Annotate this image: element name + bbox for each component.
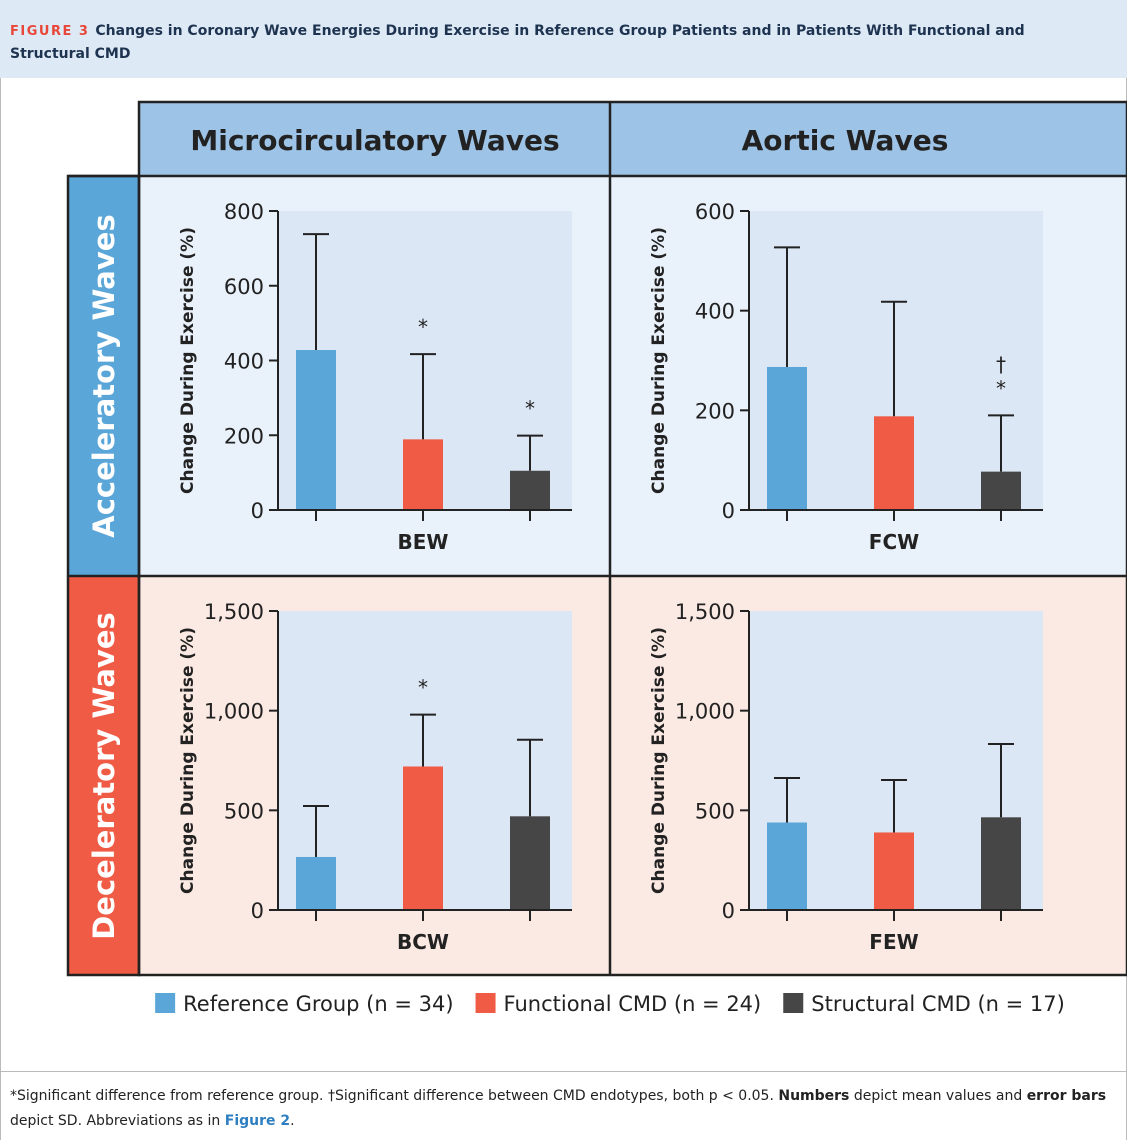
- bar: [510, 470, 550, 510]
- legend-label: Reference Group (n = 34): [183, 992, 453, 1016]
- legend-label: Functional CMD (n = 24): [504, 992, 762, 1016]
- y-axis-label: Change During Exercise (%): [649, 627, 669, 894]
- caption-text: *Significant difference from reference g…: [10, 1088, 779, 1104]
- y-tick-label: 200: [695, 399, 735, 423]
- y-tick-label: 400: [224, 350, 264, 374]
- figure-header: FIGURE 3 Changes in Coronary Wave Energie…: [0, 0, 1127, 78]
- y-tick-label: 1,000: [675, 700, 735, 724]
- significance-marker: *: [418, 315, 428, 339]
- significance-marker: *: [418, 676, 428, 700]
- bar: [981, 471, 1021, 510]
- y-tick-label: 200: [224, 424, 264, 448]
- figure-title: Changes in Coronary Wave Energies During…: [10, 23, 1025, 62]
- row-header: Deceleratory Waves: [87, 612, 121, 940]
- bar: [403, 766, 443, 910]
- y-tick-label: 500: [224, 799, 264, 823]
- caption-text: .: [290, 1113, 295, 1129]
- significance-marker: *: [525, 397, 535, 421]
- caption-text: Numbers: [778, 1088, 850, 1104]
- figure-link[interactable]: Figure 2: [224, 1113, 291, 1129]
- chart: 0 500 1,000 1,500 Change During Exercise (%)…: [178, 600, 572, 954]
- x-axis-label: FEW: [869, 930, 918, 954]
- bar: [296, 350, 336, 510]
- caption-text: depict SD. Abbreviations as in: [10, 1113, 225, 1129]
- caption: *Significant difference from reference g…: [10, 1084, 1110, 1134]
- y-tick-label: 600: [695, 200, 735, 224]
- y-tick-label: 0: [251, 899, 264, 923]
- figure-label: FIGURE 3: [10, 24, 90, 39]
- caption-text: depict mean values and: [849, 1088, 1027, 1104]
- y-tick-label: 1,500: [204, 600, 264, 624]
- legend-swatch: [155, 993, 176, 1013]
- y-tick-label: 400: [695, 300, 735, 324]
- bar: [874, 832, 914, 910]
- panel-borders: [66, 100, 1127, 977]
- chart: 0 500 1,000 1,500 Change During Exercise (%)…: [649, 600, 1043, 954]
- y-tick-label: 800: [224, 200, 264, 224]
- bar: [296, 856, 336, 910]
- y-axis-label: Change During Exercise (%): [649, 227, 669, 494]
- significance-marker: †: [996, 352, 1006, 376]
- y-axis-label: Change During Exercise (%): [178, 627, 198, 894]
- x-axis-label: BCW: [397, 930, 449, 954]
- caption-text: error bars: [1026, 1088, 1107, 1104]
- y-tick-label: 600: [224, 275, 264, 299]
- charts: 0 200 400 600 800 Change During Exercise (%) *…: [178, 200, 1043, 954]
- legend-swatch: [783, 993, 804, 1013]
- chart: 0 200 400 600 Change During Exercise (%) *† FC…: [649, 200, 1043, 554]
- bar: [981, 817, 1021, 910]
- legend-swatch: [475, 993, 496, 1013]
- x-axis-label: BEW: [398, 530, 449, 554]
- chart: 0 200 400 600 800 Change During Exercise (%) *…: [178, 200, 572, 554]
- y-axis-label: Change During Exercise (%): [178, 227, 198, 494]
- y-tick-label: 0: [251, 499, 264, 523]
- y-tick-label: 500: [695, 799, 735, 823]
- y-tick-label: 1,500: [675, 600, 735, 624]
- x-axis-label: FCW: [869, 530, 919, 554]
- y-tick-label: 1,000: [204, 700, 264, 724]
- bar: [874, 416, 914, 510]
- legend-label: Structural CMD (n = 17): [811, 992, 1065, 1016]
- y-tick-label: 0: [722, 499, 735, 523]
- y-tick-label: 0: [722, 899, 735, 923]
- bar: [767, 822, 807, 910]
- row-header-bg: [68, 576, 139, 975]
- significance-marker: *: [996, 376, 1006, 400]
- row-header-bg: [68, 176, 139, 576]
- bar: [403, 439, 443, 510]
- legend: Reference Group (n = 34) Functional CMD (…: [155, 992, 1065, 1016]
- column-header: Microcirculatory Waves: [190, 124, 559, 157]
- bar: [767, 366, 807, 510]
- column-header: Aortic Waves: [742, 124, 949, 157]
- bar: [510, 816, 550, 910]
- row-header: Acceleratory Waves: [87, 214, 121, 537]
- column-header-bg: [139, 102, 1127, 176]
